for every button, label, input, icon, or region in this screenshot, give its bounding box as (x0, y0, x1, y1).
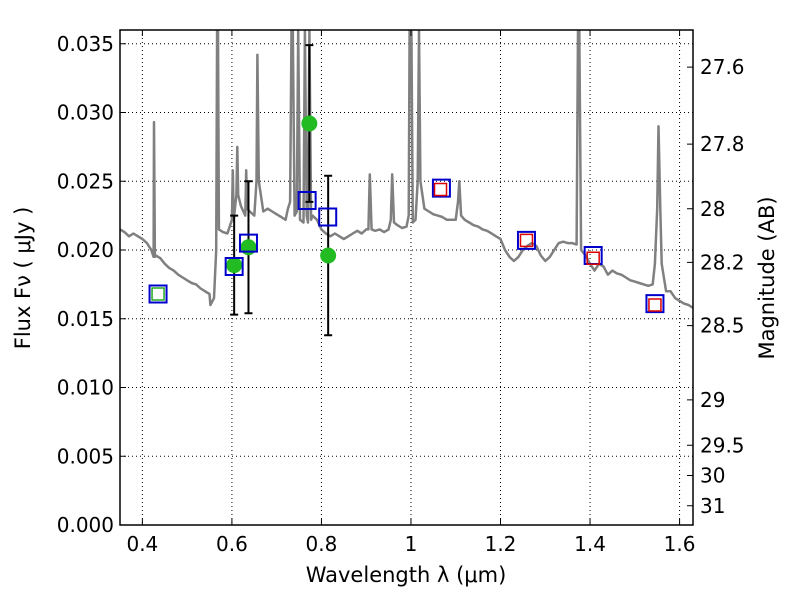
y-tick-label: 0.025 (57, 169, 114, 193)
y-tick-label: 0.015 (57, 307, 114, 331)
model-square (297, 191, 317, 210)
x-tick-label: 0.4 (126, 532, 158, 556)
y2-tick-label: 29 (700, 388, 725, 412)
nir-square (648, 298, 662, 312)
x-tick-label: 0.8 (306, 532, 338, 556)
y-tick-label: 0.020 (57, 238, 114, 262)
grid-lines (120, 30, 693, 526)
y-tick-label: 0.035 (57, 32, 114, 56)
x-tick-label: 0.6 (216, 532, 248, 556)
model-square (238, 233, 258, 253)
observed-point (320, 247, 337, 264)
model-square (318, 207, 338, 227)
observed-point (226, 257, 243, 274)
x-axis-label: Wavelength λ (μm) (306, 563, 507, 587)
y2-axis-ticks: 27.6 27.8 28 28.2 28.5 29 29.5 30 31 (687, 55, 745, 518)
y2-tick-label: 28 (700, 197, 725, 221)
nir-square (519, 233, 534, 248)
model-square (148, 284, 168, 304)
y-tick-label: 0.030 (57, 101, 114, 125)
y2-tick-label: 28.5 (700, 314, 745, 338)
nir-square (433, 182, 448, 197)
model-square (431, 178, 451, 198)
y2-tick-label: 27.8 (700, 132, 745, 156)
x-axis-ticks: 0.4 0.6 0.8 1 1.2 1.4 1.6 (126, 30, 695, 556)
y-tick-label: 0.010 (57, 376, 114, 400)
y2-tick-label: 31 (700, 494, 725, 518)
x-tick-label: 1.4 (574, 532, 606, 556)
optical-square (151, 287, 165, 301)
y-tick-label: 0.000 (57, 513, 114, 537)
model-square (645, 294, 665, 314)
y2-tick-label: 28.2 (700, 250, 745, 274)
y2-tick-label: 30 (700, 464, 725, 488)
x-tick-label: 1.6 (664, 532, 696, 556)
observed-point (301, 115, 318, 132)
plot-frame (119, 29, 694, 526)
model-square (516, 230, 536, 250)
y2-tick-label: 29.5 (700, 433, 745, 457)
y2-tick-label: 27.6 (700, 55, 745, 79)
y-axis-ticks: 0.000 0.005 0.010 0.015 0.020 0.025 0.030 0.035 (57, 32, 126, 537)
model-square (224, 257, 244, 276)
plot-content (120, 30, 693, 337)
y2-axis-label: Magnitude (AB) (755, 196, 779, 359)
axes (119, 29, 694, 526)
spectrum-line (120, 30, 693, 309)
nir-square (586, 251, 600, 265)
y-tick-label: 0.005 (57, 444, 114, 468)
x-tick-label: 1.2 (485, 532, 517, 556)
y-axis-label: Flux Fν ( μJy ) (11, 207, 35, 350)
x-tick-label: 1 (405, 532, 418, 556)
